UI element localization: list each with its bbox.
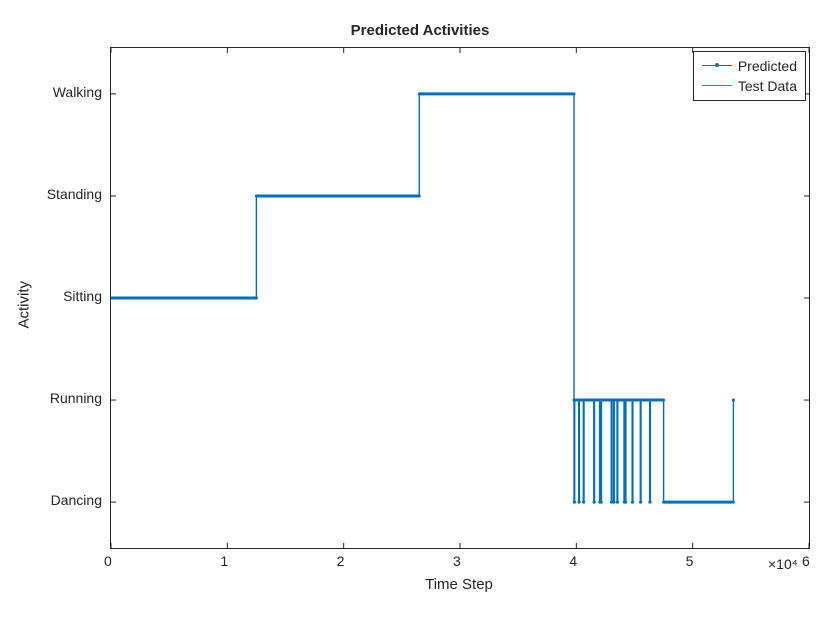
x-axis-exponent: ×10⁴ [768,556,798,572]
y-axis-label: Activity [16,269,33,329]
legend-swatch-testdata [702,76,732,96]
x-tick-label: 1 [220,553,228,569]
legend-entry-predicted: Predicted [702,56,797,76]
legend: Predicted Test Data [693,51,806,101]
legend-swatch-predicted [702,56,732,76]
x-axis-label: Time Step [110,576,808,593]
legend-label-predicted: Predicted [738,58,797,74]
x-tick-label: 4 [569,553,577,569]
x-tick-label: 0 [104,553,112,569]
y-tick-label: Running [50,390,102,406]
y-tick-label: Dancing [51,492,102,508]
plot-area [110,47,810,549]
x-tick-label: 2 [337,553,345,569]
x-tick-label: 5 [686,553,694,569]
activity-chart: Predicted Activities Activity Time Step … [0,0,840,630]
legend-label-testdata: Test Data [738,78,797,94]
chart-title: Predicted Activities [0,22,840,39]
legend-entry-testdata: Test Data [702,76,797,96]
x-tick-label: 6 [802,553,810,569]
y-tick-label: Walking [53,84,102,100]
plot-svg [111,48,809,548]
y-tick-label: Standing [47,186,102,202]
x-tick-label: 3 [453,553,461,569]
y-tick-label: Sitting [63,288,102,304]
